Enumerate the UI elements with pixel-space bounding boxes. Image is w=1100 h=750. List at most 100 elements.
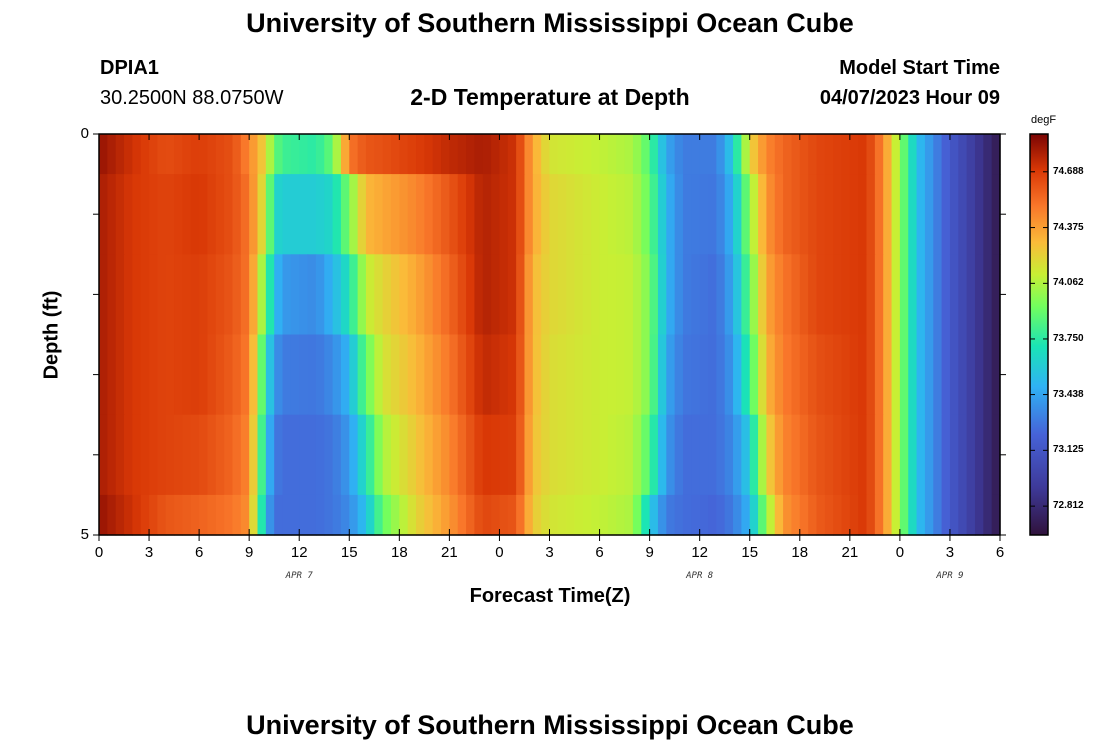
heatmap-cell xyxy=(466,334,476,416)
heatmap-cell xyxy=(149,494,158,536)
heatmap-cell xyxy=(174,174,184,255)
heatmap-cell xyxy=(340,134,350,175)
heatmap-cell xyxy=(991,334,1001,416)
heatmap-cell xyxy=(349,254,359,336)
heatmap-cell xyxy=(758,414,767,496)
heatmap-cell xyxy=(591,174,601,255)
heatmap-cell xyxy=(666,494,676,536)
heatmap-cell xyxy=(858,174,868,255)
heatmap-cell xyxy=(691,254,701,336)
heatmap-cell xyxy=(174,254,184,336)
x-tick-label: 0 xyxy=(495,544,504,561)
heatmap-cell xyxy=(282,134,292,175)
heatmap-cell xyxy=(883,174,893,255)
heatmap-cell xyxy=(382,134,392,175)
heatmap-cell xyxy=(858,134,868,175)
heatmap-cell xyxy=(983,334,993,416)
heatmap-cell xyxy=(924,334,934,416)
heatmap-cell xyxy=(849,174,859,255)
heatmap-cell xyxy=(991,414,1001,496)
heatmap-cell xyxy=(924,254,934,336)
heatmap-cell xyxy=(916,334,926,416)
heatmap-cell xyxy=(115,414,125,496)
heatmap-cell xyxy=(332,494,342,536)
heatmap-cell xyxy=(891,414,901,496)
heatmap-cell xyxy=(691,494,701,536)
heatmap-cell xyxy=(274,174,284,255)
heatmap-cell xyxy=(324,414,334,496)
heatmap-cell xyxy=(390,414,400,496)
heatmap-cell xyxy=(616,494,626,536)
heatmap-cell xyxy=(974,254,984,336)
heatmap-cell xyxy=(808,414,818,496)
heatmap-cell xyxy=(774,334,784,416)
heatmap-cell xyxy=(257,134,267,175)
heatmap-cell xyxy=(666,174,676,255)
heatmap-cell xyxy=(190,334,200,416)
heatmap-cell xyxy=(307,254,317,336)
heatmap-cell xyxy=(983,254,993,336)
heatmap-cell xyxy=(274,494,284,536)
heatmap-cell xyxy=(816,134,826,175)
heatmap-cell xyxy=(716,494,726,536)
heatmap-cell xyxy=(224,414,234,496)
heatmap-cell xyxy=(207,254,217,336)
heatmap-cell xyxy=(315,334,325,416)
heatmap-cell xyxy=(474,134,484,175)
heatmap-cell xyxy=(924,174,934,255)
heatmap-cell xyxy=(724,134,734,175)
heatmap-cell xyxy=(299,414,309,496)
heatmap-cell xyxy=(966,174,976,255)
heatmap-cell xyxy=(190,174,200,255)
heatmap-cell xyxy=(424,334,434,416)
heatmap-cell xyxy=(991,174,1001,255)
heatmap-cell xyxy=(566,254,576,336)
heatmap-cell xyxy=(491,494,501,536)
model-start-value: 04/07/2023 Hour 09 xyxy=(819,87,1000,109)
heatmap-cell xyxy=(282,174,292,255)
heatmap-cell xyxy=(315,494,325,536)
heatmap-cell xyxy=(557,174,567,255)
heatmap-cell xyxy=(349,494,359,536)
heatmap-cell xyxy=(290,414,300,496)
heatmap-cell xyxy=(491,134,501,175)
heatmap-cell xyxy=(224,494,234,536)
heatmap-cell xyxy=(641,494,651,536)
x-tick-label: 6 xyxy=(194,544,204,561)
heatmap-cell xyxy=(774,254,784,336)
heatmap-cell xyxy=(824,174,834,255)
heatmap-cell xyxy=(858,254,868,336)
heatmap-cell xyxy=(532,174,542,255)
heatmap-cell xyxy=(766,254,776,336)
heatmap-cell xyxy=(299,174,309,255)
x-tick-label: 6 xyxy=(595,544,604,561)
heatmap-cell xyxy=(207,414,217,496)
heatmap-cell xyxy=(733,174,742,255)
heatmap-cell xyxy=(682,414,692,496)
heatmap-cell xyxy=(99,494,108,536)
heatmap-cell xyxy=(549,134,559,175)
heatmap-cell xyxy=(482,174,492,255)
heatmap-cell xyxy=(182,134,192,175)
heatmap-cell xyxy=(949,254,959,336)
heatmap-cell xyxy=(524,254,534,336)
heatmap-cell xyxy=(265,414,275,496)
heatmap-cell xyxy=(507,134,517,175)
heatmap-cell xyxy=(357,494,367,536)
heatmap-cell xyxy=(157,334,167,416)
heatmap-cell xyxy=(974,494,984,536)
heatmap-cell xyxy=(741,494,751,536)
heatmap-cell xyxy=(491,414,501,496)
heatmap-cell xyxy=(966,494,976,536)
heatmap-cell xyxy=(474,254,484,336)
heatmap-cell xyxy=(407,134,417,175)
heatmap-cell xyxy=(974,134,984,175)
heatmap-cell xyxy=(991,254,1001,336)
heatmap-cell xyxy=(274,254,284,336)
heatmap-cell xyxy=(282,254,292,336)
heatmap-cell xyxy=(599,174,609,255)
heatmap-cell xyxy=(791,414,801,496)
heatmap-cell xyxy=(282,414,292,496)
heatmap-cell xyxy=(682,174,692,255)
